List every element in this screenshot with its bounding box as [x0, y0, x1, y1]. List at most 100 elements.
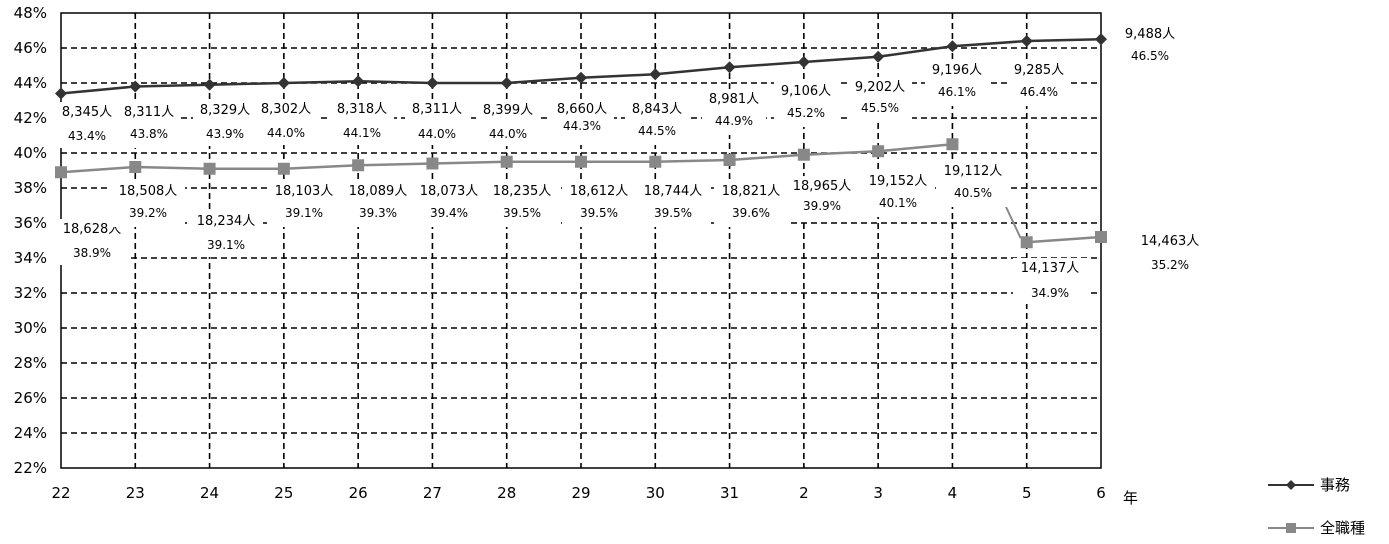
- marker-diamond: [872, 50, 885, 63]
- marker-square: [129, 161, 142, 173]
- marker-diamond: [277, 77, 290, 89]
- data-label-count: 18,073人: [420, 184, 479, 199]
- marker-diamond: [55, 87, 67, 100]
- marker-square: [1095, 231, 1107, 243]
- data-label-bg: [412, 181, 486, 227]
- data-label-all: 19,112人 40.5%: [936, 161, 1010, 207]
- data-label-all: 18,103人 39.1%: [267, 181, 341, 227]
- data-label-count: 8,318人: [337, 102, 387, 117]
- data-label-count: 9,106人: [781, 84, 831, 99]
- data-label-pct: 38.9%: [73, 246, 111, 260]
- x-tick-label: 30: [646, 484, 665, 502]
- data-label-count: 19,152人: [869, 174, 928, 189]
- y-tick-label: 26%: [14, 389, 47, 407]
- y-tick-label: 34%: [14, 249, 47, 267]
- marker-diamond: [203, 78, 216, 91]
- data-label-count: 9,488人: [1125, 27, 1175, 42]
- data-label-count: 9,285人: [1014, 63, 1064, 78]
- data-label-count: 8,660人: [557, 102, 607, 117]
- x-tick-label: 23: [126, 484, 145, 502]
- data-label-pct: 39.5%: [503, 206, 541, 220]
- marker-diamond: [129, 80, 142, 93]
- marker-diamond: [426, 77, 439, 89]
- x-tick-label: 6: [1096, 484, 1106, 502]
- data-label-jimu: 8,311人 43.8%: [117, 102, 181, 148]
- x-tick-label: 3: [873, 484, 883, 502]
- data-label-all: 18,821人 39.6%: [714, 181, 788, 227]
- data-label-jimu: 9,285人 46.4%: [1007, 60, 1071, 106]
- data-label-bg: [254, 99, 318, 145]
- data-label-jimu: 8,399人 44.0%: [476, 100, 540, 146]
- data-label-bg: [861, 171, 935, 217]
- y-tick-label: 44%: [14, 74, 47, 92]
- data-label-bg: [1007, 60, 1071, 106]
- data-label-count: 18,235人: [493, 184, 552, 199]
- x-tick-label: 26: [349, 484, 368, 502]
- data-label-jimu: 8,318人 44.1%: [330, 99, 394, 145]
- marker-square: [426, 157, 439, 170]
- data-label-bg: [117, 102, 181, 148]
- data-label-all: 18,965人 39.9%: [785, 176, 859, 222]
- data-label-bg: [702, 89, 766, 135]
- marker-square: [872, 145, 885, 158]
- legend-label-all: 全職種: [1320, 519, 1365, 537]
- y-tick-label: 38%: [14, 179, 47, 197]
- y-tick-label: 48%: [14, 4, 47, 22]
- marker-diamond: [575, 71, 587, 84]
- data-label-pct: 44.1%: [343, 126, 381, 140]
- y-axis-ticks: 22% 24% 26% 28% 30% 32% 34% 36% 38% 40% 42% 44% 46% 4…: [14, 4, 47, 477]
- data-label-pct: 44.3%: [563, 119, 601, 133]
- data-label-pct: 43.8%: [130, 127, 168, 141]
- marker-diamond: [1020, 35, 1033, 47]
- y-tick-label: 42%: [14, 109, 47, 127]
- data-label-all: 18,234人 39.1%: [189, 211, 263, 257]
- data-label-pct: 44.5%: [638, 124, 676, 138]
- data-label-all: 18,508人 39.2%: [111, 181, 185, 227]
- x-tick-label: 27: [423, 484, 442, 502]
- data-label-jimu: 8,843人 44.5%: [625, 99, 689, 145]
- data-label-bg: [341, 181, 415, 227]
- marker-diamond: [352, 75, 365, 88]
- marker-square: [500, 155, 513, 168]
- data-label-count: 8,345人: [62, 105, 112, 120]
- data-label-bg: [189, 211, 263, 257]
- data-label-pct: 39.6%: [732, 206, 770, 220]
- data-label-all: 18,073人 39.4%: [412, 181, 486, 227]
- data-label-pct: 39.9%: [803, 199, 841, 213]
- data-label-all: 18,089人 39.3%: [341, 181, 415, 227]
- x-tick-label: 5: [1022, 484, 1032, 502]
- marker-square: [575, 155, 587, 168]
- data-label-bg: [925, 60, 989, 106]
- data-label-bg: [550, 99, 614, 145]
- data-label-pct: 39.1%: [285, 206, 323, 220]
- data-label-bg: [1118, 24, 1182, 70]
- data-label-bg: [848, 77, 912, 123]
- marker-square: [723, 154, 736, 166]
- data-label-bg: [636, 181, 710, 227]
- data-label-pct: 34.9%: [1031, 286, 1069, 300]
- x-tick-label: 4: [948, 484, 958, 502]
- data-label-count: 8,843人: [632, 102, 682, 117]
- data-label-bg: [936, 161, 1010, 207]
- y-tick-label: 36%: [14, 214, 47, 232]
- x-tick-label: 31: [720, 484, 739, 502]
- data-label-pct: 40.5%: [954, 186, 992, 200]
- data-label-count: 18,508人: [119, 184, 178, 199]
- x-tick-label: 22: [51, 484, 70, 502]
- data-label-count: 14,463人: [1141, 234, 1200, 249]
- marker-square: [1020, 236, 1033, 249]
- data-label-jimu: 9,488人 46.5%: [1118, 24, 1182, 70]
- data-label-count: 8,981人: [709, 92, 759, 107]
- data-label-pct: 39.1%: [207, 238, 245, 252]
- data-label-count: 18,234人: [197, 214, 256, 229]
- data-label-count: 18,821人: [722, 184, 781, 199]
- data-label-count: 8,311人: [412, 102, 462, 117]
- data-label-jimu: 8,311人 44.0%: [405, 99, 469, 145]
- marker-square: [797, 148, 810, 161]
- marker-square: [352, 159, 365, 172]
- data-label-count: 18,089人: [349, 184, 408, 199]
- y-tick-label: 32%: [14, 284, 47, 302]
- data-label-pct: 43.9%: [206, 127, 244, 141]
- data-label-bg: [405, 99, 469, 145]
